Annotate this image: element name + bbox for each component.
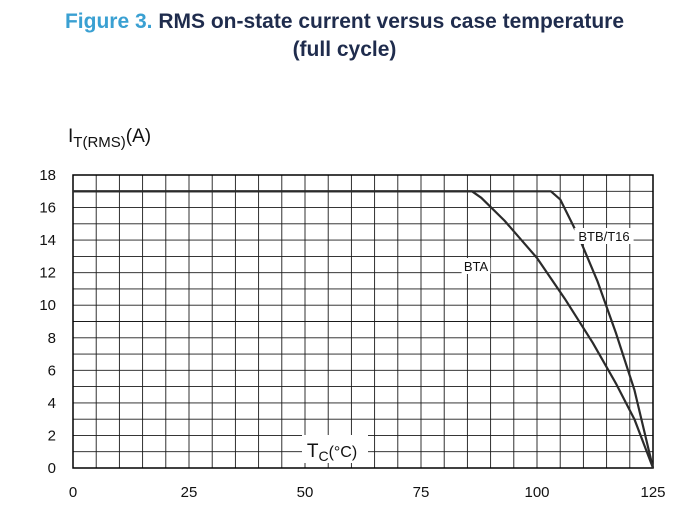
plot-frame <box>72 174 654 469</box>
series-label-background <box>461 258 491 274</box>
y-tick-label: 0 <box>48 460 56 477</box>
x-tick-label: 100 <box>524 484 549 501</box>
title-line-1: RMS on-state current versus case tempera… <box>158 10 625 33</box>
y-tick-label: 16 <box>39 200 56 217</box>
y-tick-label: 8 <box>48 330 56 347</box>
series-label-background <box>574 228 634 244</box>
x-tick-label: 25 <box>181 484 198 501</box>
y-tick-label: 4 <box>48 395 56 412</box>
y-axis-subscript: T(RMS) <box>73 134 126 151</box>
y-tick-label: 18 <box>39 167 56 184</box>
x-axis-subscript: C <box>318 448 328 464</box>
series-line-btb-t16 <box>73 190 655 469</box>
x-tick-label: 50 <box>297 484 314 501</box>
title-line-2: (full cycle) <box>292 38 397 61</box>
y-axis-label: IT(RMS)(A) <box>68 126 152 151</box>
series-label: BTB/T16 <box>578 229 629 244</box>
x-tick-label: 125 <box>640 484 665 501</box>
y-tick-label: 2 <box>48 427 56 444</box>
y-tick-label: 6 <box>48 362 56 379</box>
x-axis-symbol: T <box>307 441 319 462</box>
x-axis-unit: (°C) <box>329 444 358 461</box>
x-tick-label: 0 <box>69 484 77 501</box>
x-axis-label: TC(°C) <box>307 441 357 464</box>
y-tick-label: 10 <box>39 297 56 314</box>
series-line-bta <box>73 190 655 469</box>
chart-title: Figure 3. RMS on-state current versus ca… <box>0 8 689 64</box>
x-tick-label: 75 <box>413 484 430 501</box>
y-tick-label: 12 <box>39 265 56 282</box>
series-label: BTA <box>464 259 489 274</box>
figure-number: Figure 3. <box>64 10 153 33</box>
y-tick-label: 14 <box>39 232 56 249</box>
x-axis-label-background <box>302 435 368 463</box>
y-axis-symbol: I <box>68 126 74 147</box>
y-axis-unit: (A) <box>125 126 152 147</box>
